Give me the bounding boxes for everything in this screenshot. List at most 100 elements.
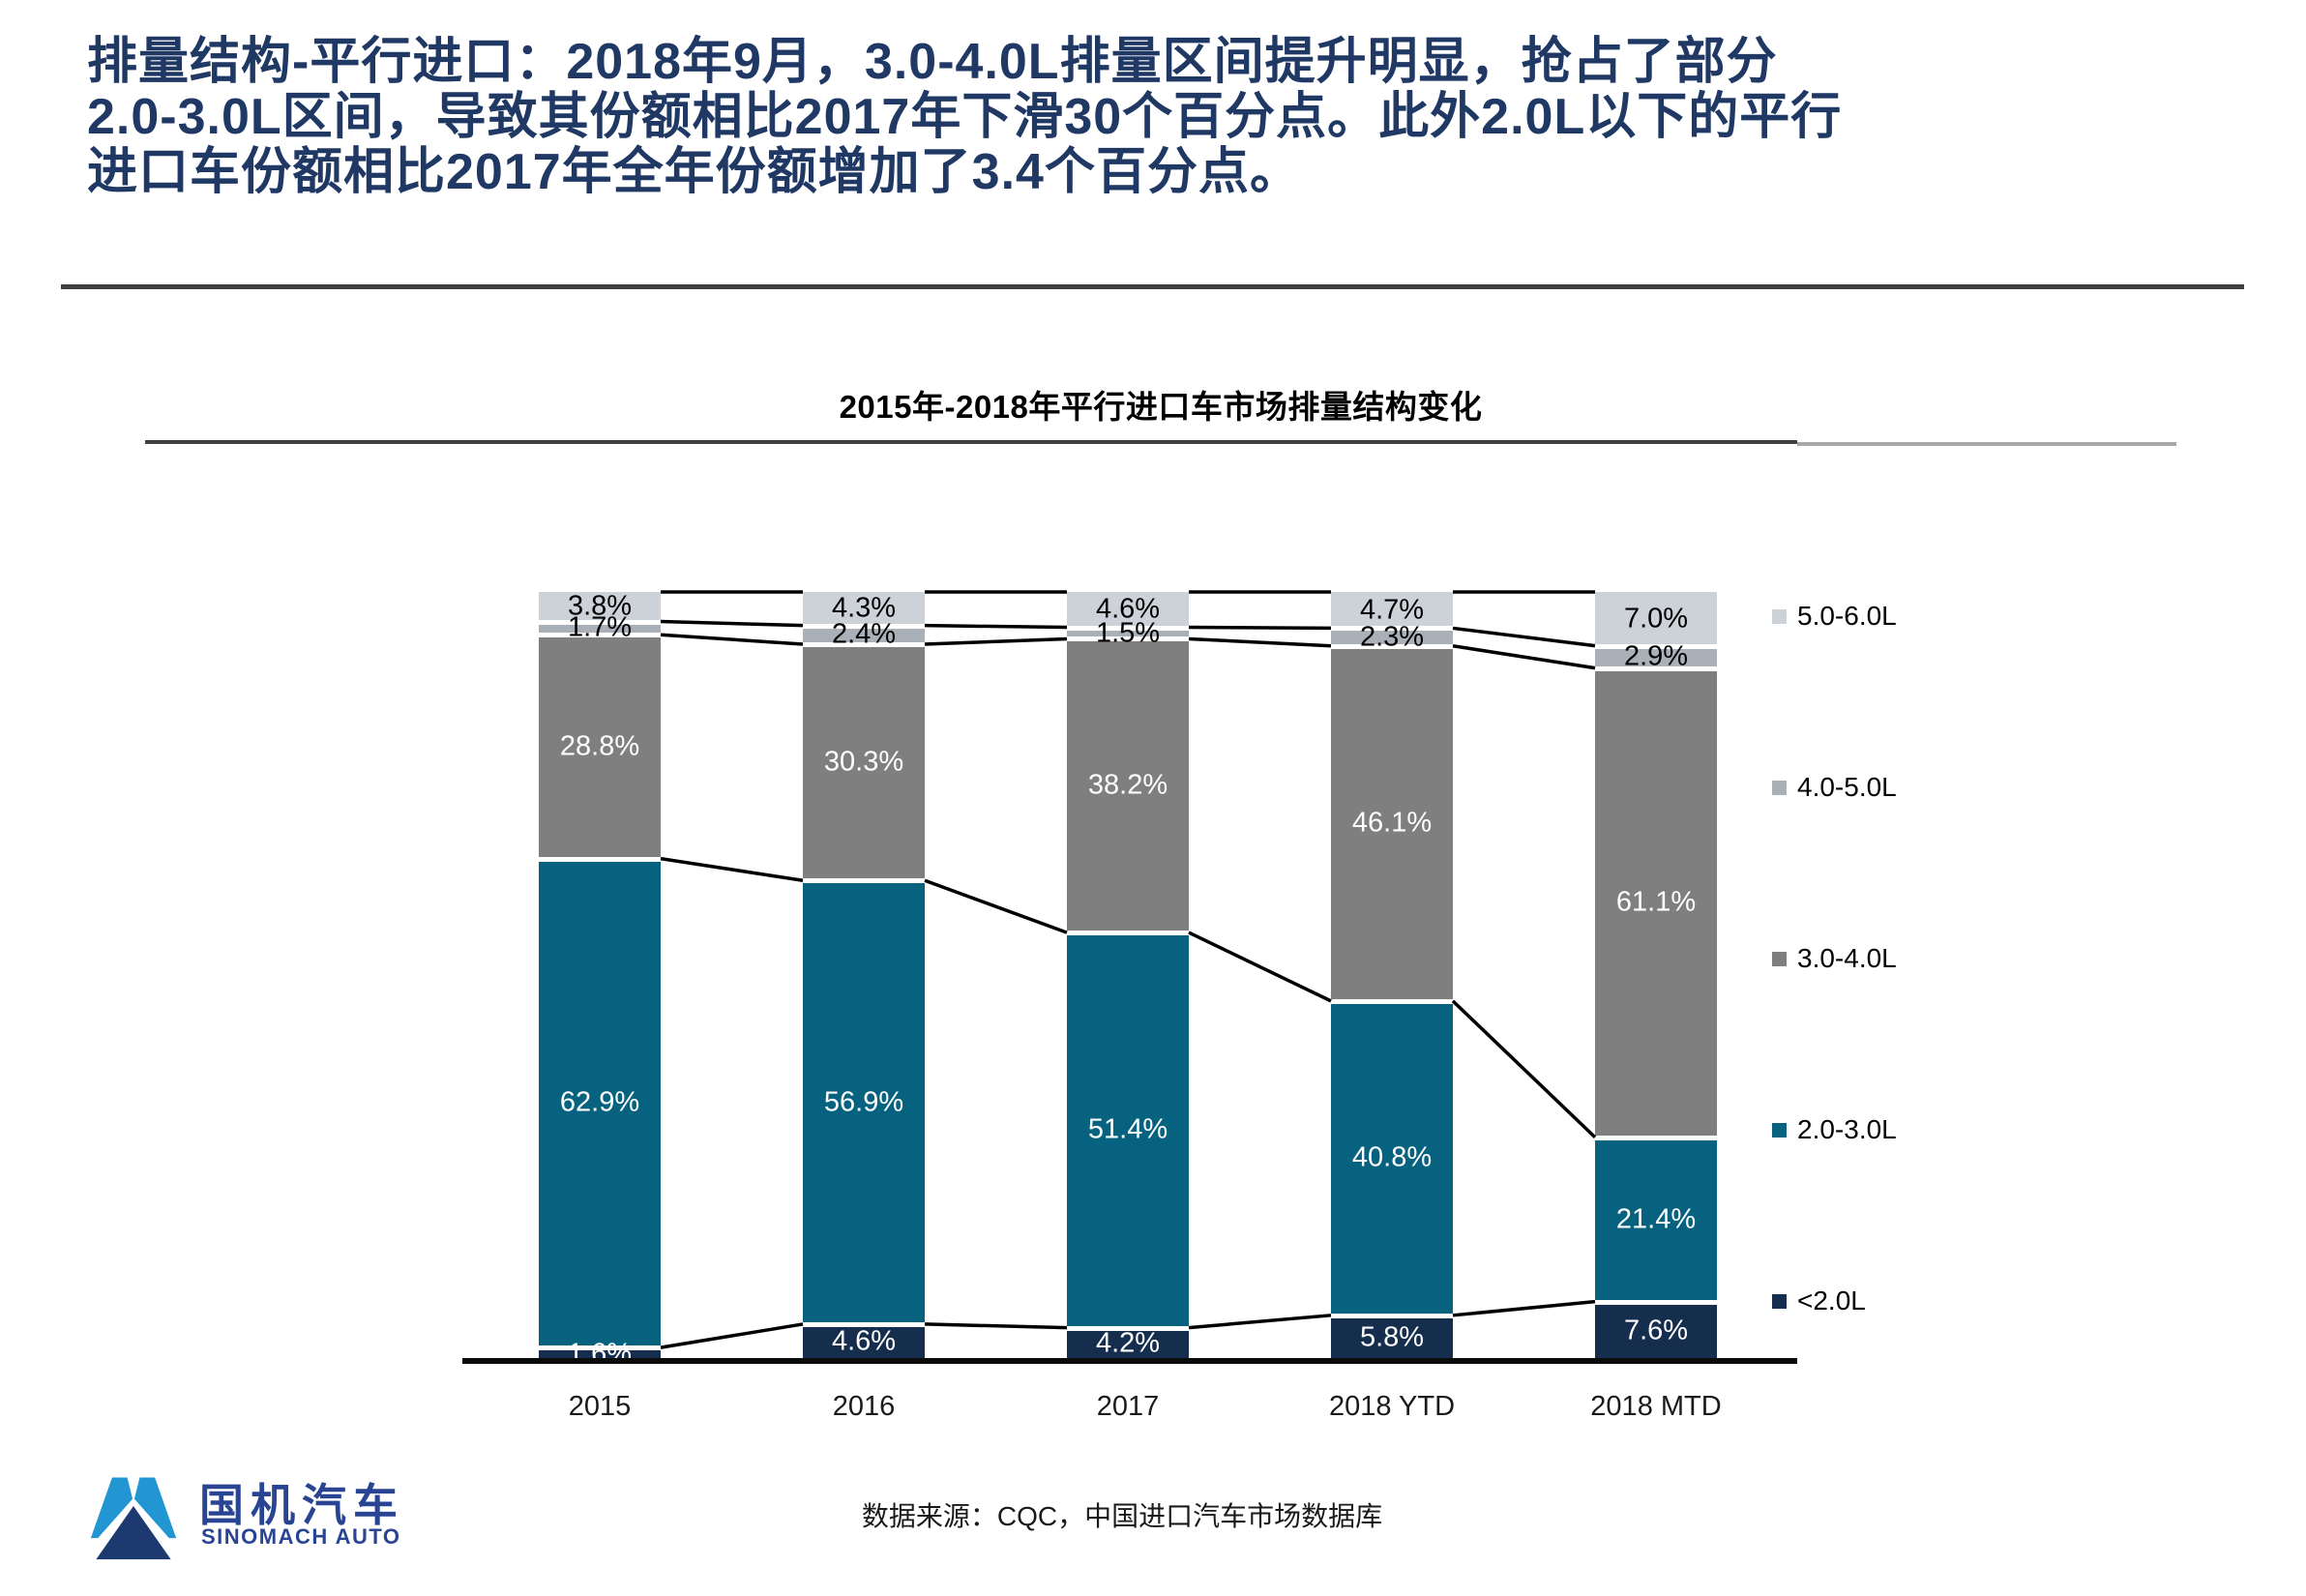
bar-segment-<2.0L-2015: [539, 1347, 661, 1360]
connector-line: [924, 636, 1068, 646]
segment-value-label: 4.2%: [1095, 1327, 1161, 1359]
segment-value-label: 51.4%: [1087, 1113, 1168, 1145]
bar-segment-4.0-5.0L-2017: [1067, 627, 1189, 639]
legend-item-<2.0L: <2.0L: [1772, 1286, 1866, 1316]
x-axis-label-2018 MTD: 2018 MTD: [1590, 1391, 1722, 1422]
segment-value-label: 1.6%: [567, 1338, 633, 1370]
legend-swatch: [1772, 951, 1787, 966]
segment-separator: [803, 642, 925, 647]
segment-separator: [1595, 643, 1717, 649]
segment-value-label: 7.0%: [1623, 603, 1689, 635]
segment-value-label: 2.3%: [1359, 621, 1425, 653]
segment-value-label: 46.1%: [1351, 807, 1433, 839]
slide-title-line-3: 进口车份额相比2017年全年份额增加了3.4个百分点。: [87, 144, 1301, 200]
segment-value-label: 56.9%: [823, 1086, 904, 1118]
bar-segment-5.0-6.0L-2017: [1067, 592, 1189, 628]
bar-segment-2.0-3.0L-2017: [1067, 932, 1189, 1328]
bar-segment-2.0-3.0L-2016: [803, 880, 925, 1324]
sinomach-logo-icon: [90, 1477, 177, 1560]
connector-line: [1452, 626, 1596, 648]
segment-value-label: 2.9%: [1623, 640, 1689, 672]
x-axis-label-2016: 2016: [832, 1391, 896, 1422]
segment-separator: [1331, 626, 1453, 632]
bar-segment-5.0-6.0L-2018 YTD: [1331, 592, 1453, 629]
segment-value-label: 38.2%: [1087, 769, 1168, 801]
segment-value-label: 4.6%: [1095, 593, 1161, 625]
segment-separator: [803, 878, 925, 884]
legend-item-2.0-3.0L: 2.0-3.0L: [1772, 1114, 1897, 1145]
bar-segment-4.0-5.0L-2018 MTD: [1595, 645, 1717, 668]
segment-separator: [1595, 1135, 1717, 1140]
segment-value-label: 4.7%: [1359, 594, 1425, 626]
connector-line: [924, 1322, 1068, 1330]
legend-swatch: [1772, 1293, 1787, 1309]
connector-line: [1188, 931, 1332, 1003]
connector-line: [924, 878, 1068, 934]
segment-value-label: 3.8%: [567, 590, 633, 622]
segment-separator: [539, 856, 661, 862]
bar-segment-<2.0L-2016: [803, 1323, 925, 1360]
legend-item-4.0-5.0L: 4.0-5.0L: [1772, 772, 1897, 803]
legend-swatch: [1772, 780, 1787, 795]
segment-value-label: 4.3%: [831, 592, 897, 624]
legend-swatch: [1772, 1122, 1787, 1138]
connector-line: [660, 856, 804, 882]
bar-segment-<2.0L-2018 MTD: [1595, 1301, 1717, 1360]
bar-segment-<2.0L-2017: [1067, 1327, 1189, 1360]
legend-label: 4.0-5.0L: [1797, 772, 1897, 802]
segment-separator: [539, 1345, 661, 1351]
legend-item-5.0-6.0L: 5.0-6.0L: [1772, 601, 1897, 632]
bar-segment-4.0-5.0L-2016: [803, 625, 925, 644]
x-axis-label-2017: 2017: [1096, 1391, 1160, 1422]
segment-separator: [539, 619, 661, 625]
logo-text-cn: 国机汽车: [199, 1480, 404, 1530]
bar-segment-4.0-5.0L-2015: [539, 621, 661, 635]
segment-separator: [1067, 625, 1189, 631]
segment-separator: [803, 1321, 925, 1327]
segment-value-label: 2.4%: [831, 618, 897, 650]
connector-line: [660, 619, 804, 628]
segment-separator: [1331, 643, 1453, 649]
bar-segment-3.0-4.0L-2016: [803, 644, 925, 881]
segment-separator: [1067, 1325, 1189, 1331]
segment-value-label: 62.9%: [559, 1086, 640, 1118]
slide-title-line-1: 排量结构-平行进口：2018年9月，3.0-4.0L排量区间提升明显，抢占了部分: [87, 34, 1778, 90]
slide-title: 排量结构-平行进口：2018年9月，3.0-4.0L排量区间提升明显，抢占了部分…: [87, 35, 1842, 200]
segment-value-label: 7.6%: [1623, 1315, 1689, 1346]
bar-segment-<2.0L-2018 YTD: [1331, 1315, 1453, 1360]
connector-line: [1188, 625, 1332, 631]
connector-line: [924, 623, 1068, 630]
segment-value-label: 28.8%: [559, 730, 640, 762]
connector-line: [1452, 644, 1596, 670]
chart-title: 2015年-2018年平行进口车市场排量结构变化: [839, 389, 1483, 425]
x-axis-label-2015: 2015: [568, 1391, 632, 1422]
chart-title-divider-line: [145, 440, 1797, 444]
segment-separator: [1331, 1313, 1453, 1318]
segment-separator: [539, 633, 661, 638]
segment-value-label: 30.3%: [823, 746, 904, 778]
segment-value-label: 61.1%: [1615, 886, 1697, 918]
bar-segment-3.0-4.0L-2017: [1067, 638, 1189, 933]
connector-line: [1188, 1314, 1332, 1330]
segment-separator: [803, 623, 925, 629]
data-source-note: 数据来源：CQC，中国进口汽车市场数据库: [861, 1501, 1383, 1531]
segment-separator: [1595, 665, 1717, 671]
legend-label: <2.0L: [1797, 1286, 1866, 1315]
bar-segment-3.0-4.0L-2018 YTD: [1331, 645, 1453, 1001]
bar-segment-2.0-3.0L-2015: [539, 858, 661, 1348]
bar-segment-5.0-6.0L-2015: [539, 592, 661, 622]
bar-segment-5.0-6.0L-2016: [803, 592, 925, 626]
segment-value-label: 5.8%: [1359, 1321, 1425, 1353]
bar-segment-3.0-4.0L-2018 MTD: [1595, 667, 1717, 1138]
segment-separator: [1067, 931, 1189, 936]
legend-label: 5.0-6.0L: [1797, 601, 1897, 631]
bar-segment-4.0-5.0L-2018 YTD: [1331, 628, 1453, 646]
bar-segment-3.0-4.0L-2015: [539, 635, 661, 859]
x-axis-line: [462, 1358, 1797, 1364]
legend-label: 3.0-4.0L: [1797, 943, 1897, 973]
bar-segment-5.0-6.0L-2018 MTD: [1595, 592, 1717, 646]
segment-value-label: 1.7%: [567, 611, 633, 643]
legend-label: 2.0-3.0L: [1797, 1114, 1897, 1144]
